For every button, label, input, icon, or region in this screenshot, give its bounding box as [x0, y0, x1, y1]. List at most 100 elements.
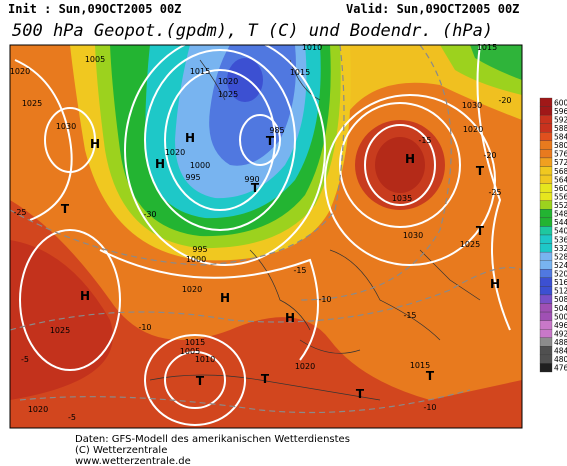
isobar-label: 1005 — [180, 347, 200, 356]
high-marker: H — [80, 289, 90, 303]
colorbar-label: 508 — [554, 295, 567, 304]
low-marker: T — [476, 224, 485, 238]
colorbar-swatch — [539, 132, 553, 141]
temperature-label: -10 — [318, 295, 331, 304]
colorbar-label: 488 — [554, 338, 567, 347]
colorbar-label: 544 — [554, 218, 567, 227]
colorbar-label: 480 — [554, 355, 567, 364]
colorbar-swatch — [539, 354, 553, 364]
map-field — [10, 45, 522, 428]
colorbar-label: 596 — [554, 107, 567, 116]
isobar-label: 1025 — [22, 99, 42, 108]
colorbar-label: 512 — [554, 287, 567, 296]
temperature-label: -10 — [138, 323, 151, 332]
colorbar-swatch — [539, 183, 553, 193]
low-marker: T — [251, 181, 260, 195]
isobar-label: 1030 — [462, 101, 482, 110]
colorbar-label: 564 — [554, 175, 567, 184]
footer-copyright: (C) Wetterzentrale — [75, 445, 167, 456]
low-marker: T — [261, 372, 270, 386]
low-marker: T — [356, 387, 365, 401]
isobar-label: 1025 — [460, 240, 480, 249]
colorbar-label: 560 — [554, 184, 567, 193]
colorbar-swatch — [539, 114, 553, 124]
colorbar-swatch — [539, 337, 553, 347]
low-marker: T — [266, 134, 275, 148]
high-marker: H — [285, 311, 295, 325]
high-marker: H — [185, 131, 195, 145]
isobar-label: 1020 — [182, 285, 202, 294]
colorbar-label: 516 — [554, 278, 567, 287]
footer-url: www.wetterzentrale.de — [75, 456, 191, 466]
colorbar-swatch — [539, 192, 553, 201]
colorbar-label: 556 — [554, 192, 567, 201]
colorbar-label: 576 — [554, 150, 567, 159]
colorbar-label: 528 — [554, 252, 567, 261]
temperature-label: -10 — [423, 403, 436, 412]
colorbar-swatch — [539, 200, 553, 210]
temperature-label: -20 — [483, 151, 496, 160]
colorbar-label: 532 — [554, 244, 567, 253]
colorbar-swatch — [539, 97, 553, 107]
temperature-label: -5 — [68, 413, 76, 422]
low-marker: T — [61, 202, 70, 216]
colorbar-swatch — [539, 311, 553, 321]
low-marker: T — [476, 164, 485, 178]
isobar-label: 1030 — [403, 231, 423, 240]
colorbar-swatch — [539, 209, 553, 219]
colorbar-swatch — [539, 157, 553, 167]
colorbar-swatch — [539, 174, 553, 184]
isobar-label: 1025 — [218, 90, 238, 99]
isobar-label: 1015 — [190, 67, 210, 76]
colorbar-swatch — [539, 294, 553, 304]
colorbar-swatch — [539, 320, 553, 330]
isobar-label: 1015 — [477, 43, 497, 52]
colorbar-label: 496 — [554, 321, 567, 330]
colorbar-label: 536 — [554, 235, 567, 244]
temperature-label: -5 — [21, 355, 29, 364]
colorbar-swatch — [539, 303, 553, 313]
colorbar-label: 548 — [554, 210, 567, 219]
isobar-label: 1015 — [185, 338, 205, 347]
temperature-label: -25 — [13, 208, 26, 217]
colorbar-label: 476 — [554, 364, 567, 373]
isobar-label: 1015 — [410, 361, 430, 370]
isobar-label: 1020 — [165, 148, 185, 157]
isobar-label: 1015 — [290, 68, 310, 77]
colorbar-label: 568 — [554, 167, 567, 176]
colorbar-swatch — [539, 346, 553, 356]
colorbar-swatch — [539, 217, 553, 227]
colorbar-label: 492 — [554, 329, 567, 338]
temperature-label: -15 — [418, 136, 431, 145]
isobar-label: 1020 — [28, 405, 48, 414]
colorbar-swatch — [539, 123, 553, 133]
colorbar-swatch — [539, 140, 553, 150]
high-marker: H — [90, 137, 100, 151]
isobar-label: 1020 — [463, 125, 483, 134]
map-labels: 1005 1010 1015 1020 1015 1020 1025 1030 … — [10, 43, 512, 422]
high-marker: H — [220, 291, 230, 305]
isobar-label: 1020 — [295, 362, 315, 371]
low-marker: T — [196, 374, 205, 388]
isobar-label: 1000 — [190, 161, 210, 170]
colorbar-swatch — [539, 277, 553, 287]
colorbar-label: 504 — [554, 304, 567, 313]
colorbar-swatch — [539, 260, 553, 270]
colorbar-label: 540 — [554, 227, 567, 236]
colorbar-swatch — [539, 243, 553, 253]
isobar-label: 1020 — [218, 77, 238, 86]
colorbar-label: 592 — [554, 115, 567, 124]
colorbar-label: 584 — [554, 133, 567, 142]
temperature-label: -25 — [488, 188, 501, 197]
colorbar-swatch — [539, 166, 553, 176]
isobar-label: 1010 — [195, 355, 215, 364]
isobar-label: 1030 — [56, 122, 76, 131]
colorbar-label: 588 — [554, 124, 567, 133]
colorbar-label: 600 — [554, 98, 567, 107]
colorbar-swatch — [539, 363, 553, 373]
footer-source: Daten: GFS-Modell des amerikanischen Wet… — [75, 434, 350, 445]
low-marker: T — [426, 369, 435, 383]
isobar-label: 1020 — [10, 67, 30, 76]
isobar-label: 990 — [244, 175, 259, 184]
